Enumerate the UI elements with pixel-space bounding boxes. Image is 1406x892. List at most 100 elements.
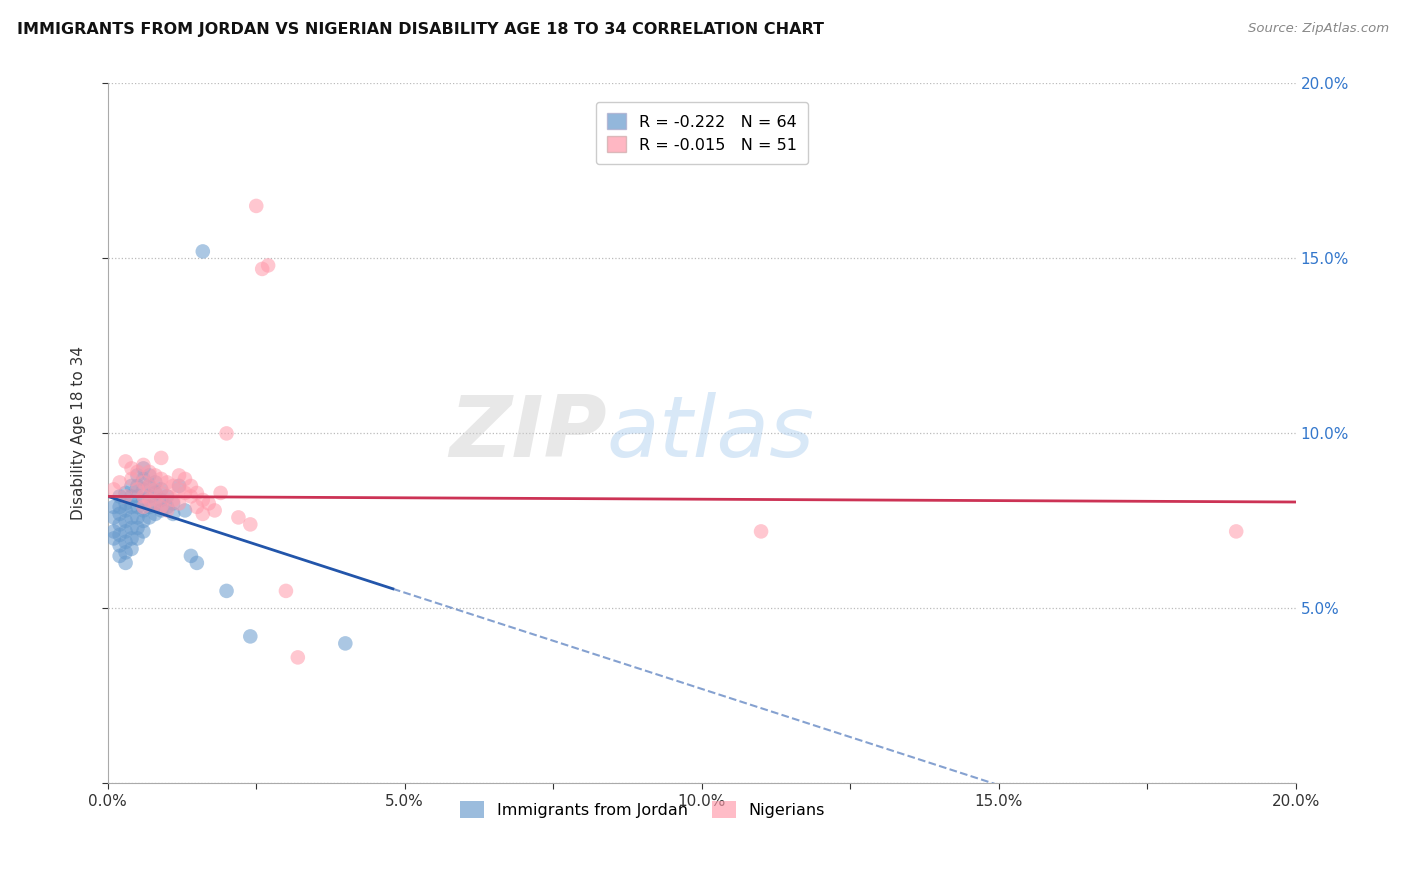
- Point: [335, 636, 357, 650]
- Point: [143, 483, 166, 497]
- Point: [132, 461, 155, 475]
- Point: [180, 490, 202, 504]
- Point: [215, 426, 238, 441]
- Point: [114, 535, 136, 549]
- Point: [114, 545, 136, 559]
- Point: [127, 479, 149, 493]
- Point: [121, 490, 143, 504]
- Point: [191, 244, 214, 259]
- Point: [143, 507, 166, 521]
- Point: [127, 490, 149, 504]
- Point: [108, 500, 131, 514]
- Point: [114, 556, 136, 570]
- Point: [156, 503, 179, 517]
- Point: [127, 521, 149, 535]
- Point: [108, 475, 131, 490]
- Point: [127, 500, 149, 514]
- Point: [150, 503, 173, 517]
- Point: [162, 479, 184, 493]
- Point: [121, 510, 143, 524]
- Text: IMMIGRANTS FROM JORDAN VS NIGERIAN DISABILITY AGE 18 TO 34 CORRELATION CHART: IMMIGRANTS FROM JORDAN VS NIGERIAN DISAB…: [17, 22, 824, 37]
- Point: [239, 517, 262, 532]
- Point: [162, 507, 184, 521]
- Point: [138, 468, 160, 483]
- Point: [209, 486, 232, 500]
- Point: [108, 528, 131, 542]
- Point: [108, 517, 131, 532]
- Point: [103, 500, 125, 514]
- Point: [143, 468, 166, 483]
- Point: [143, 486, 166, 500]
- Point: [250, 261, 273, 276]
- Point: [121, 532, 143, 546]
- Point: [167, 483, 190, 497]
- Point: [108, 549, 131, 563]
- Point: [191, 492, 214, 507]
- Point: [150, 492, 173, 507]
- Point: [143, 496, 166, 510]
- Y-axis label: Disability Age 18 to 34: Disability Age 18 to 34: [72, 346, 86, 520]
- Point: [180, 479, 202, 493]
- Point: [138, 479, 160, 493]
- Point: [138, 510, 160, 524]
- Point: [257, 259, 280, 273]
- Point: [191, 507, 214, 521]
- Point: [127, 532, 149, 546]
- Point: [121, 461, 143, 475]
- Point: [287, 650, 309, 665]
- Point: [103, 483, 125, 497]
- Point: [156, 475, 179, 490]
- Point: [138, 465, 160, 479]
- Text: Source: ZipAtlas.com: Source: ZipAtlas.com: [1249, 22, 1389, 36]
- Point: [143, 475, 166, 490]
- Point: [186, 486, 208, 500]
- Point: [121, 479, 143, 493]
- Point: [132, 472, 155, 486]
- Point: [228, 510, 250, 524]
- Point: [1225, 524, 1247, 539]
- Point: [132, 503, 155, 517]
- Point: [108, 490, 131, 504]
- Legend: Immigrants from Jordan, Nigerians: Immigrants from Jordan, Nigerians: [454, 795, 831, 824]
- Point: [156, 490, 179, 504]
- Point: [150, 450, 173, 465]
- Point: [167, 479, 190, 493]
- Point: [197, 496, 219, 510]
- Point: [180, 549, 202, 563]
- Point: [127, 468, 149, 483]
- Point: [114, 490, 136, 504]
- Point: [186, 500, 208, 514]
- Point: [121, 521, 143, 535]
- Point: [215, 583, 238, 598]
- Point: [114, 496, 136, 510]
- Point: [114, 486, 136, 500]
- Text: ZIP: ZIP: [449, 392, 606, 475]
- Text: atlas: atlas: [606, 392, 814, 475]
- Point: [127, 510, 149, 524]
- Point: [121, 541, 143, 556]
- Point: [132, 524, 155, 539]
- Point: [132, 490, 155, 504]
- Point: [162, 492, 184, 507]
- Point: [132, 492, 155, 507]
- Point: [138, 500, 160, 514]
- Point: [132, 483, 155, 497]
- Point: [239, 629, 262, 643]
- Point: [143, 496, 166, 510]
- Point: [174, 486, 197, 500]
- Point: [108, 538, 131, 552]
- Point: [132, 475, 155, 490]
- Point: [108, 507, 131, 521]
- Point: [132, 514, 155, 528]
- Point: [167, 468, 190, 483]
- Point: [150, 486, 173, 500]
- Point: [114, 514, 136, 528]
- Point: [138, 490, 160, 504]
- Point: [132, 458, 155, 472]
- Point: [121, 500, 143, 514]
- Point: [114, 503, 136, 517]
- Point: [150, 500, 173, 514]
- Point: [138, 479, 160, 493]
- Point: [114, 524, 136, 539]
- Point: [167, 496, 190, 510]
